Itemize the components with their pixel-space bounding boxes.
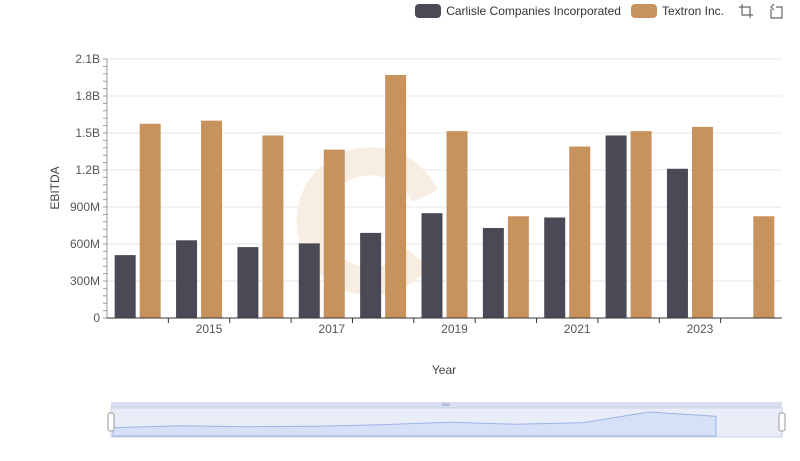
bar-carlisle-2016 [237,247,259,318]
y-axis: 0 300M 600M 900M 1.2B 1.5B 1.8B 2.1B [70,52,108,325]
y-tick-label: 2.1B [75,52,100,66]
x-tick-label: 2023 [687,322,714,336]
restore-icon[interactable] [768,3,784,19]
bar-textron-2020 [507,216,529,318]
x-tick-label: 2019 [441,322,468,336]
bar-carlisle-2014 [114,255,136,318]
y-tick-label: 300M [70,274,100,288]
bar-textron-2015 [201,120,223,319]
x-axis-title: Year [432,363,456,377]
navigator-handle-left[interactable] [107,412,115,432]
y-axis-title: EBITDA [48,166,62,209]
bar-textron-2018 [385,75,407,319]
bar-carlisle-2022 [605,135,627,318]
bar-textron-2021 [569,146,591,318]
y-tick-label: 1.2B [75,163,100,177]
y-tick-label: 1.8B [75,89,100,103]
bar-textron-2019 [446,131,468,318]
legend-swatch-carlisle [415,4,442,18]
legend-item-carlisle[interactable]: Carlisle Companies Incorporated [415,4,621,18]
watermark-logo [296,147,438,296]
x-tick-label: 2017 [318,322,345,336]
bar-carlisle-2021 [544,217,566,318]
zoom-select-icon[interactable] [738,3,754,19]
legend-label-carlisle: Carlisle Companies Incorporated [446,4,621,18]
x-tick-label: 2015 [196,322,223,336]
bar-carlisle-2018 [360,232,382,318]
bar-carlisle-2015 [176,240,198,318]
grid [107,58,782,319]
bar-textron-2014 [139,123,161,318]
bar-carlisle-2017 [298,243,320,318]
bar-carlisle-2020 [482,227,504,318]
y-tick-label: 1.5B [75,126,100,140]
bar-textron-2022 [630,131,652,318]
navigator-window[interactable] [110,407,783,438]
legend-item-textron[interactable]: Textron Inc. [630,4,724,18]
bar-textron-2023 [691,126,713,318]
legend-swatch-textron [630,4,657,18]
x-axis: 2015 2017 2019 2021 2023 [107,317,782,336]
legend: Carlisle Companies Incorporated Textron … [415,3,784,19]
x-tick-label: 2021 [564,322,591,336]
navigator-series [112,411,717,437]
bar-textron-2024 [753,216,775,318]
y-tick-label: 900M [70,200,100,214]
navigator-scrollbar[interactable] [111,402,782,408]
navigator-handle-right[interactable] [778,412,786,432]
bar-textron-2017 [323,149,345,318]
bar-carlisle-2019 [421,213,443,318]
y-tick-label: 0 [93,311,100,325]
navigator[interactable] [107,402,786,438]
bar-carlisle-2023 [666,168,688,318]
bar-textron-2016 [262,135,284,318]
legend-label-textron: Textron Inc. [661,4,724,18]
navigator-grip[interactable] [442,403,450,406]
y-tick-label: 600M [70,237,100,251]
bars [114,75,775,319]
